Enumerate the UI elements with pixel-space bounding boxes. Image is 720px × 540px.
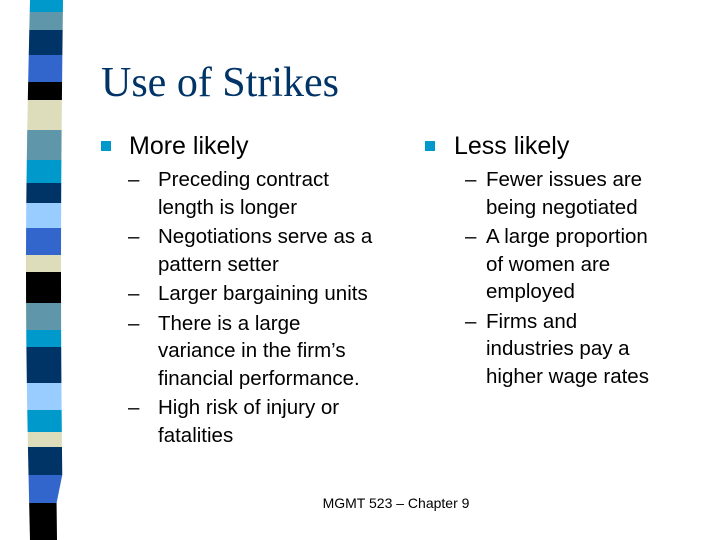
stripe-band [27,447,63,475]
bullet-square-icon [425,141,435,151]
list-item-line: Fewer issues are [486,168,643,191]
dash-bullet: – [128,311,140,335]
list-item-line: industries pay a [486,337,630,360]
stripe-band [26,183,62,203]
stripe-band [26,228,62,255]
list-item-line: being negotiated [486,195,638,219]
list-item-line: higher wage rates [486,364,649,388]
list-item-line: High risk of injury or [158,396,340,419]
stripe-band [27,410,62,432]
slide-title: Use of Strikes [101,60,339,106]
dash-bullet: – [465,309,477,333]
list-item-line: Preceding contract [158,168,329,191]
bullet-square-icon [101,141,111,151]
stripe-band [26,303,62,330]
stripe-band [28,30,63,55]
list-item-line: employed [486,280,575,303]
dash-bullet: – [128,396,140,419]
stripe-band [28,475,63,503]
dash-bullet: – [128,168,140,191]
stripe-band [29,0,63,12]
stripe-band [26,347,62,383]
list-item-line: variance in the firm’s [158,339,346,362]
stripe-band [28,55,63,82]
list-item-line: length is longer [158,195,298,219]
list-item-line: A large proportion [486,225,648,248]
dash-bullet: – [128,282,140,305]
list-item-line: of women are [486,252,611,276]
dash-bullet: – [465,168,477,191]
list-item-line: fatalities [158,423,234,447]
stripe-band [26,272,62,303]
stripe-band [26,383,62,410]
stripe-band [26,130,62,160]
list-item-line: financial performance. [158,366,360,390]
dash-bullet: – [128,225,140,248]
slide-footer: MGMT 523 – Chapter 9 [322,495,470,511]
left-heading: More likely [129,132,249,160]
dash-bullet: – [465,225,477,248]
list-item-line: There is a large [158,311,301,335]
stripe-band [29,12,63,30]
list-item-line: Negotiations serve as a [158,225,373,248]
stripe-band [26,203,62,228]
list-item-line: Firms and [486,309,578,333]
list-item-line: pattern setter [158,252,279,276]
stripe-band [26,255,62,272]
stripe-band [27,82,63,100]
stripe-band [27,432,62,447]
stripe-band [29,503,57,540]
list-item-line: Larger bargaining units [158,282,368,305]
stripe-band [26,330,62,347]
stripe-band [27,100,62,130]
stripe-band [26,160,62,183]
right-heading: Less likely [454,132,570,160]
